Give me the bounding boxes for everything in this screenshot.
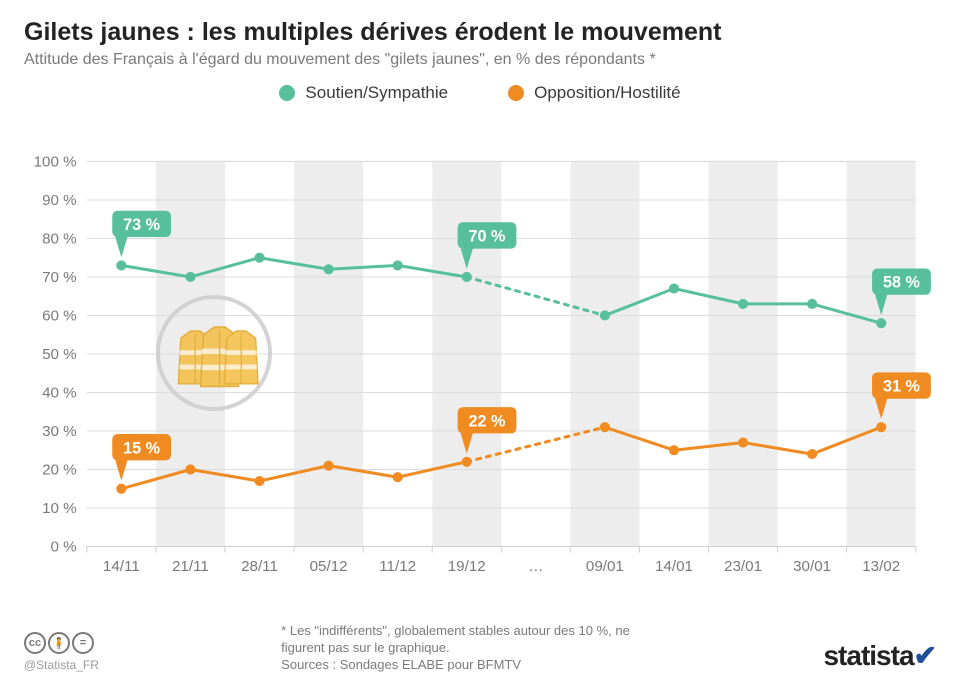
svg-text:14/01: 14/01: [655, 558, 693, 575]
footer-left: cc 🧍 = @Statista_FR: [24, 632, 99, 672]
svg-text:70 %: 70 %: [469, 227, 506, 245]
legend-dot-opposition: [508, 85, 524, 101]
svg-text:90 %: 90 %: [42, 192, 77, 209]
svg-text:60 %: 60 %: [42, 308, 77, 325]
svg-text:22 %: 22 %: [469, 412, 506, 430]
svg-text:…: …: [528, 558, 543, 575]
cc-block: cc 🧍 = @Statista_FR: [24, 632, 99, 672]
title: Gilets jaunes : les multiples dérives ér…: [24, 18, 936, 47]
legend-label-opposition: Opposition/Hostilité: [534, 83, 680, 103]
legend-item-support: Soutien/Sympathie: [279, 83, 448, 103]
svg-text:10 %: 10 %: [42, 500, 77, 517]
cc-icon-nd: =: [72, 632, 94, 654]
svg-text:50 %: 50 %: [42, 346, 77, 363]
chart-area: 0 % 10 % 20 % 30 % 40 % 50 % 60 % 70 % 80 % 90 % 1…: [24, 111, 936, 617]
brand-logo: statista✔: [823, 639, 936, 672]
svg-text:70 %: 70 %: [42, 269, 77, 286]
svg-text:30/01: 30/01: [793, 558, 831, 575]
svg-text:15 %: 15 %: [123, 439, 160, 457]
svg-text:13/02: 13/02: [862, 558, 900, 575]
footer: cc 🧍 = @Statista_FR * Les "indifférents"…: [24, 623, 936, 672]
vest-icon: [144, 291, 284, 411]
footnote: * Les "indifférents", globalement stable…: [281, 623, 641, 657]
svg-text:11/12: 11/12: [379, 558, 416, 575]
svg-text:09/01: 09/01: [586, 558, 624, 575]
svg-text:80 %: 80 %: [42, 231, 77, 248]
svg-text:28/11: 28/11: [241, 558, 278, 575]
cc-icon-cc: cc: [24, 632, 46, 654]
svg-text:100 %: 100 %: [34, 154, 77, 171]
svg-text:0 %: 0 %: [51, 539, 77, 556]
svg-text:21/11: 21/11: [172, 558, 209, 575]
cc-icon-by: 🧍: [48, 632, 70, 654]
statista-handle: @Statista_FR: [24, 658, 99, 672]
legend-dot-support: [279, 85, 295, 101]
svg-text:40 %: 40 %: [42, 385, 77, 402]
svg-text:19/12: 19/12: [448, 558, 486, 575]
svg-text:58 %: 58 %: [883, 274, 920, 292]
legend-item-opposition: Opposition/Hostilité: [508, 83, 680, 103]
svg-text:23/01: 23/01: [724, 558, 762, 575]
svg-text:31 %: 31 %: [883, 378, 920, 396]
cc-icons: cc 🧍 =: [24, 632, 99, 654]
source: Sources : Sondages ELABE pour BFMTV: [281, 657, 641, 672]
svg-text:30 %: 30 %: [42, 423, 77, 440]
svg-text:14/11: 14/11: [103, 558, 140, 575]
footer-center: * Les "indifférents", globalement stable…: [281, 623, 641, 672]
legend: Soutien/Sympathie Opposition/Hostilité: [24, 83, 936, 103]
svg-text:05/12: 05/12: [310, 558, 348, 575]
svg-text:20 %: 20 %: [42, 462, 77, 479]
brand-text: statista: [823, 640, 913, 671]
chart-container: Gilets jaunes : les multiples dérives ér…: [0, 0, 960, 684]
subtitle: Attitude des Français à l'égard du mouve…: [24, 51, 936, 69]
legend-label-support: Soutien/Sympathie: [305, 83, 448, 103]
svg-text:73 %: 73 %: [123, 216, 160, 234]
